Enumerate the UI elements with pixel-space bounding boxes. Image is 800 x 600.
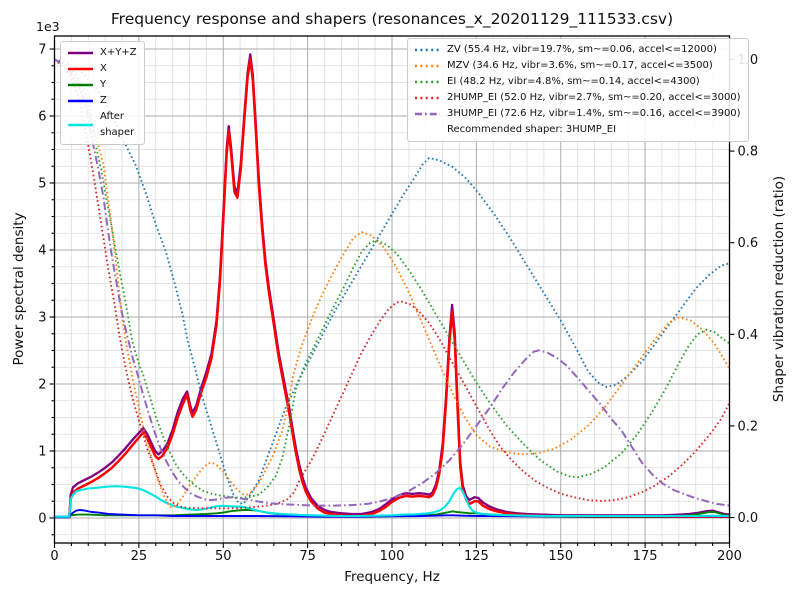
x-tick-label: 200: [717, 549, 742, 564]
legend-swatch-dotted: [415, 48, 440, 52]
y-right-tick-label: 0.4: [738, 328, 759, 343]
y-left-tick-label: 5: [38, 177, 46, 192]
legend-psd: X+Y+Z X Y Z After shaper: [60, 41, 145, 145]
legend-item-label: 3HUMP_EI (72.6 Hz, vibr=1.4%, sm~=0.16, …: [447, 108, 741, 119]
legend-swatch-solid: [68, 83, 93, 87]
legend-swatch-solid: [68, 123, 93, 127]
legend-swatch-dotted: [415, 96, 440, 100]
legend-swatch-solid: [68, 67, 93, 71]
y-left-tick-label: 6: [38, 110, 46, 125]
legend-item: EI (48.2 Hz, vibr=4.8%, sm~=0.14, accel<…: [414, 74, 741, 90]
legend-item-label: 2HUMP_EI (52.0 Hz, vibr=2.7%, sm~=0.20, …: [447, 92, 741, 103]
legend-item: MZV (34.6 Hz, vibr=3.6%, sm~=0.17, accel…: [414, 58, 741, 74]
x-tick-label: 25: [131, 549, 148, 564]
x-tick-label: 0: [50, 549, 58, 564]
left-y-axis-label: Power spectral density: [11, 212, 27, 366]
y-right-tick-label: 0.8: [738, 145, 759, 160]
x-tick-label: 175: [633, 549, 658, 564]
y-left-tick-label: 3: [38, 311, 46, 326]
legend-swatch-dashdot: [415, 112, 440, 116]
right-y-axis-label: Shaper vibration reduction (ratio): [771, 175, 787, 403]
legend-item-label: Y: [100, 79, 107, 90]
y-right-tick-label: 0.6: [738, 236, 759, 251]
x-tick-label: 100: [380, 549, 405, 564]
x-axis-label: Frequency, Hz: [344, 569, 440, 585]
x-tick-label: 50: [215, 549, 232, 564]
y-left-tick-label: 2: [38, 378, 46, 393]
legend-item-label: EI (48.2 Hz, vibr=4.8%, sm~=0.14, accel<…: [447, 76, 700, 87]
x-tick-label: 150: [548, 549, 573, 564]
legend-item: Z: [67, 93, 137, 109]
y-left-tick-label: 1: [38, 445, 46, 460]
curve-ZV: [54, 58, 730, 505]
x-tick-label: 75: [299, 549, 316, 564]
chart-title: Frequency response and shapers (resonanc…: [110, 10, 674, 28]
legend-swatch-solid: [68, 51, 93, 55]
legend-item: X+Y+Z: [67, 45, 137, 61]
legend-item: ZV (55.4 Hz, vibr=19.7%, sm~=0.06, accel…: [414, 42, 741, 58]
legend-swatch-dotted: [415, 64, 440, 68]
curve-After-shaper: [53, 485, 731, 518]
legend-item-label: MZV (34.6 Hz, vibr=3.6%, sm~=0.17, accel…: [447, 60, 713, 71]
y-left-tick-label: 7: [38, 43, 46, 58]
curve-EI: [54, 58, 731, 499]
legend-item-label: Z: [100, 95, 107, 106]
y-left-tick-label: 0: [38, 512, 46, 527]
legend-item-label: After shaper: [100, 111, 135, 138]
y-right-tick-label: 0.0: [738, 511, 759, 526]
legend-item-label: ZV (55.4 Hz, vibr=19.7%, sm~=0.06, accel…: [447, 44, 717, 55]
curve-3HUMP_EI: [54, 58, 730, 507]
legend-item-label: X+Y+Z: [100, 47, 137, 58]
legend-item-label: X: [100, 63, 107, 74]
legend-item: 3HUMP_EI (72.6 Hz, vibr=1.4%, sm~=0.16, …: [414, 106, 741, 122]
curve-2HUMP_EI: [53, 58, 731, 510]
legend-swatch-dotted: [415, 80, 440, 84]
legend-shapers: ZV (55.4 Hz, vibr=19.7%, sm~=0.06, accel…: [407, 38, 749, 142]
y-left-tick-label: 4: [38, 244, 46, 259]
legend-item: 2HUMP_EI (52.0 Hz, vibr=2.7%, sm~=0.20, …: [414, 90, 741, 106]
left-axis-offset-label: 1e3: [36, 19, 60, 34]
legend-item: After shaper: [67, 109, 137, 141]
legend-recommended-shaper: Recommended shaper: 3HUMP_EI: [447, 124, 617, 135]
legend-item: Y: [67, 77, 137, 93]
x-tick-label: 125: [464, 549, 489, 564]
legend-item: X: [67, 61, 137, 77]
legend-swatch-solid: [68, 99, 93, 103]
y-right-tick-label: 0.2: [738, 419, 759, 434]
